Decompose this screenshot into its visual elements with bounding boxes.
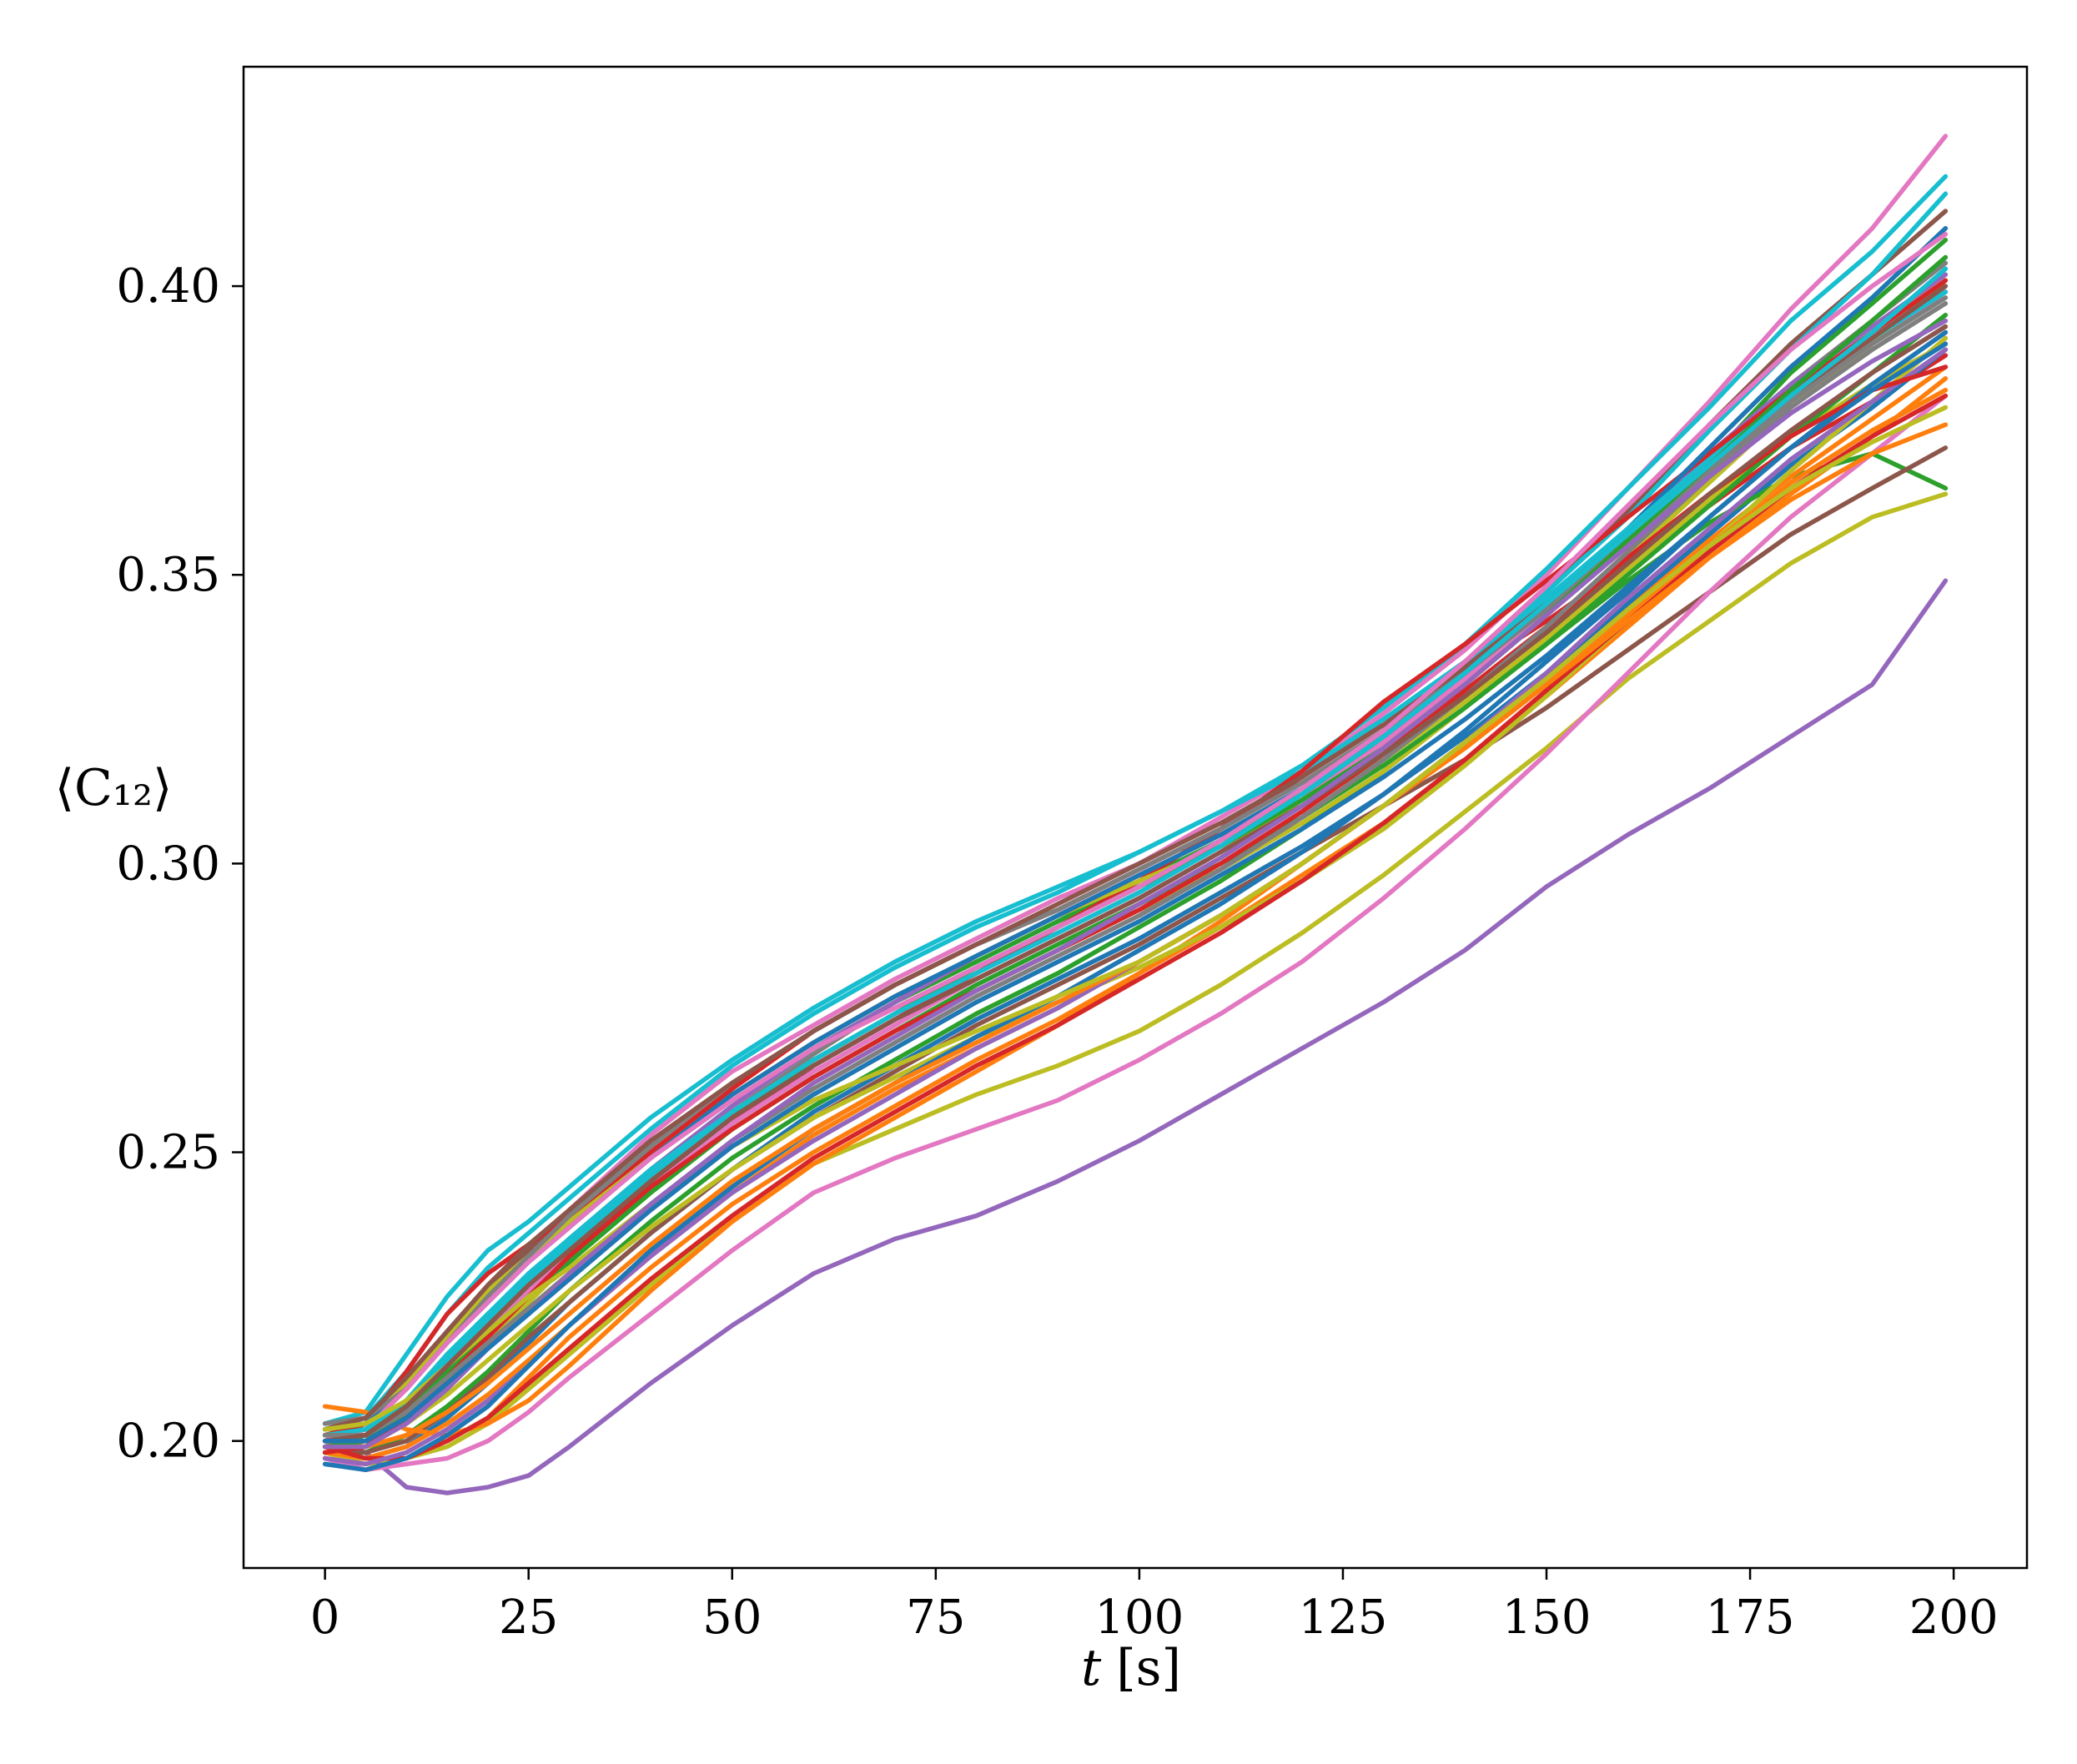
y-tick-label: 0.40 [116, 259, 220, 314]
y-tick-label: 0.30 [116, 837, 220, 891]
series-line-9 [322, 578, 1949, 1495]
y-tick-label: 0.35 [116, 548, 220, 602]
x-tick-label: 125 [1298, 1591, 1387, 1645]
series-line-11 [322, 191, 1949, 1426]
x-tick-label: 0 [310, 1591, 340, 1645]
series-line-20 [322, 393, 1949, 1473]
series-line-38 [322, 324, 1949, 1444]
x-tick-label: 200 [1909, 1591, 1999, 1645]
x-axis-label: t [s] [1081, 1639, 1181, 1697]
x-tick-label: 100 [1094, 1591, 1184, 1645]
series-line-33 [322, 422, 1949, 1450]
x-tick-label: 50 [702, 1591, 762, 1645]
series-line-37 [322, 405, 1949, 1432]
y-axis-label: ⟨C₁₂⟩ [55, 759, 173, 817]
x-tick-label: 25 [499, 1591, 558, 1645]
series-line-30 [322, 329, 1949, 1473]
series-line-15 [322, 445, 1949, 1455]
series-layer [322, 133, 1949, 1495]
axes-layer: 0 25 50 75 100 125 150 175 200 0.20 0.25 0.30 0.35 0.… [116, 65, 2029, 1645]
series-line-31 [322, 232, 1949, 1444]
series-line-27 [322, 347, 1949, 1467]
y-tick-label: 0.25 [116, 1126, 220, 1180]
x-tick-label: 175 [1706, 1591, 1795, 1645]
series-line-2 [322, 173, 1949, 1432]
y-tick-label: 0.20 [116, 1415, 220, 1469]
series-line-36 [322, 301, 1949, 1438]
series-line-32 [322, 266, 1949, 1438]
series-line-40 [322, 341, 1949, 1444]
x-tick-label: 75 [906, 1591, 965, 1645]
x-tick-label: 150 [1502, 1591, 1592, 1645]
plot-frame [242, 65, 2029, 1570]
series-line-14 [322, 451, 1949, 1455]
